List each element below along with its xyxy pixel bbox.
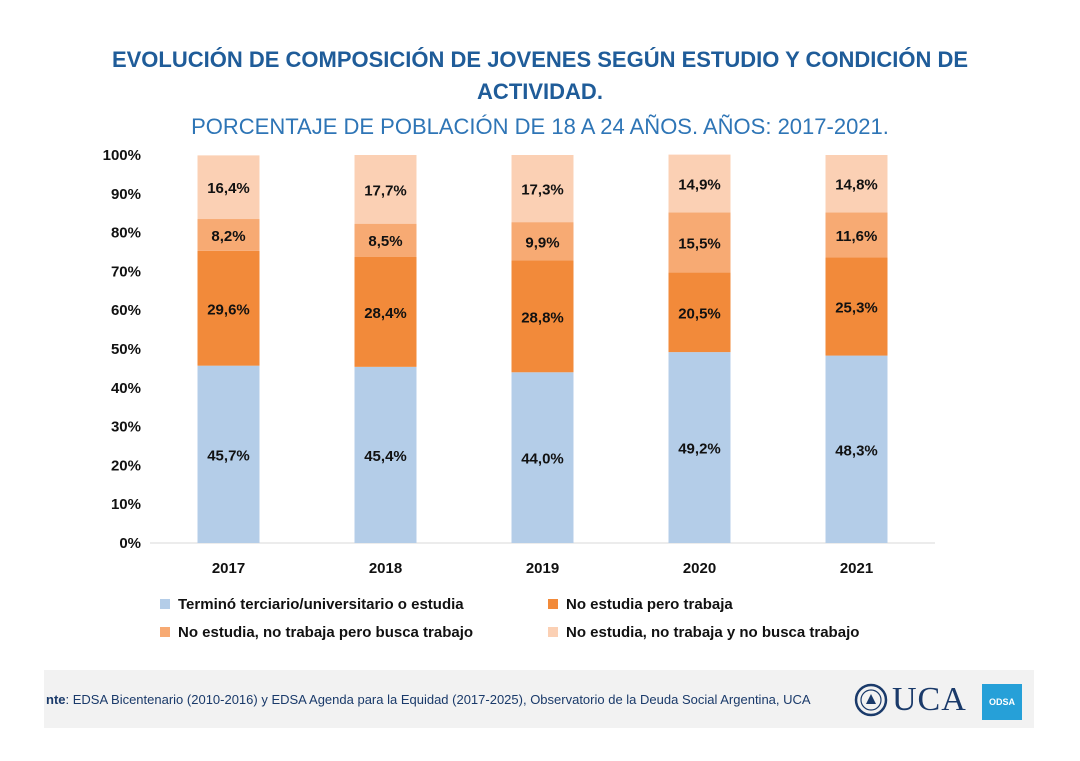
bar-segment: [668, 272, 731, 353]
legend-label-2: No estudia, no trabaja pero busca trabaj…: [178, 624, 474, 641]
y-tick-label: 80%: [111, 225, 141, 242]
y-tick-label: 70%: [111, 263, 141, 280]
data-label: 25,3%: [835, 300, 878, 317]
uca-logo-text: UCA: [892, 681, 967, 718]
x-tick-label: 2019: [526, 560, 559, 577]
data-label: 14,9%: [678, 177, 721, 194]
x-tick-label: 2020: [683, 560, 716, 577]
bar-segment: [197, 250, 260, 366]
bar-segment: [668, 212, 731, 273]
bar-segment: [197, 219, 260, 251]
bar-segment: [511, 222, 574, 261]
legend-item-1: No estudia pero trabaja: [548, 596, 733, 613]
stacked-bar-chart: 0% 10% 20% 30% 40% 50% 60% 70% 80% 90% 100% 45,7% 29…: [103, 147, 935, 577]
legend-swatch-2: [160, 627, 170, 637]
y-tick-label: 90%: [111, 186, 141, 203]
data-label: 29,6%: [207, 301, 250, 318]
odsa-badge: ODSA: [982, 684, 1022, 720]
data-label: 20,5%: [678, 305, 721, 322]
bar-segment: [668, 154, 731, 213]
bar-segment: [825, 355, 888, 543]
footer-bar: nte: EDSA Bicentenario (2010-2016) y EDS…: [44, 670, 1034, 728]
x-tick-label: 2017: [212, 560, 245, 577]
chart-title-line2: ACTIVIDAD.: [477, 79, 603, 104]
bar-segment: [354, 256, 417, 367]
data-label: 28,8%: [521, 309, 564, 326]
source-note: nte: EDSA Bicentenario (2010-2016) y EDS…: [46, 692, 811, 707]
legend-item-3: No estudia, no trabaja y no busca trabaj…: [548, 624, 859, 641]
bar-segment: [825, 257, 888, 356]
data-label: 17,3%: [521, 182, 564, 199]
source-text: : EDSA Bicentenario (2010-2016) y EDSA A…: [65, 692, 811, 707]
data-label: 11,6%: [836, 228, 878, 245]
data-label: 49,2%: [678, 441, 721, 458]
bar-segment: [354, 366, 417, 543]
y-tick-label: 100%: [103, 147, 141, 164]
data-label: 45,4%: [364, 448, 407, 465]
data-label: 14,8%: [835, 177, 878, 194]
y-tick-label: 40%: [111, 380, 141, 397]
bar-segment: [354, 223, 417, 257]
uca-seal-icon: [854, 683, 888, 717]
chart-subtitle: PORCENTAJE DE POBLACIÓN DE 18 A 24 AÑOS.…: [191, 114, 889, 139]
data-label: 17,7%: [364, 182, 407, 199]
data-label: 44,0%: [521, 451, 564, 468]
data-label: 8,2%: [211, 228, 245, 245]
bar-segment: [668, 352, 731, 543]
legend-swatch-0: [160, 599, 170, 609]
chart-title: EVOLUCIÓN DE COMPOSICIÓN DE JOVENES SEGÚ…: [60, 44, 1020, 108]
y-tick-label: 20%: [111, 457, 141, 474]
bar-segment: [354, 155, 417, 224]
uca-logo: UCA: [854, 681, 967, 718]
data-label: 16,4%: [207, 180, 250, 197]
data-label: 15,5%: [678, 235, 721, 252]
y-tick-label: 60%: [111, 302, 141, 319]
chart-title-line1: EVOLUCIÓN DE COMPOSICIÓN DE JOVENES SEGÚ…: [111, 47, 969, 72]
bar-segment: [511, 155, 574, 223]
x-tick-label: 2018: [369, 560, 402, 577]
legend-label-3: No estudia, no trabaja y no busca trabaj…: [566, 624, 860, 641]
bar-segment: [825, 212, 888, 258]
legend-swatch-1: [548, 599, 558, 609]
legend-label-1: No estudia pero trabaja: [566, 596, 733, 613]
bar-segment: [825, 155, 888, 213]
data-label: 45,7%: [207, 447, 250, 464]
legend-swatch-3: [548, 627, 558, 637]
legend-item-2: No estudia, no trabaja pero busca trabaj…: [160, 624, 473, 641]
data-label: 48,3%: [835, 442, 878, 459]
data-label: 8,5%: [368, 233, 402, 250]
x-tick-label: 2021: [840, 560, 873, 577]
source-label: nte: [46, 692, 66, 707]
y-tick-label: 50%: [111, 341, 141, 358]
legend-item-0: Terminó terciario/universitario o estudi…: [160, 596, 464, 613]
bar-segment: [197, 365, 260, 543]
y-tick-label: 0%: [119, 535, 141, 552]
bar-segment: [511, 260, 574, 373]
y-tick-label: 30%: [111, 419, 141, 436]
bar-segment: [511, 372, 574, 543]
y-tick-label: 10%: [111, 496, 141, 513]
data-label: 28,4%: [364, 305, 407, 322]
bar-segment: [197, 155, 260, 220]
data-label: 9,9%: [525, 234, 559, 251]
legend-label-0: Terminó terciario/universitario o estudi…: [178, 596, 464, 613]
